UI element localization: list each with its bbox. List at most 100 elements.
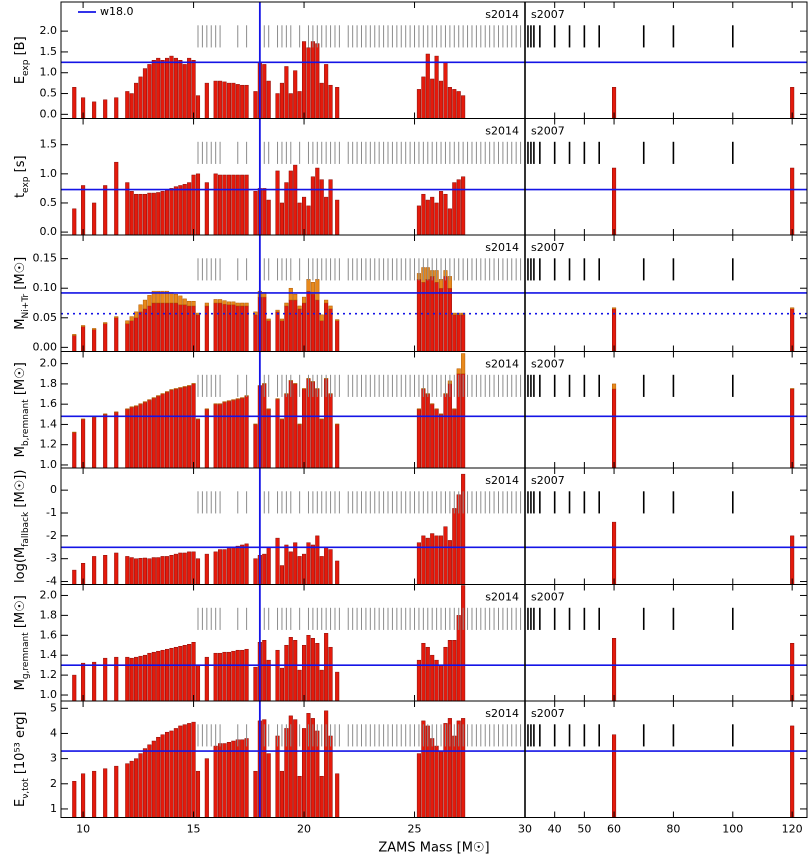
bar (253, 423, 258, 425)
bar (187, 723, 192, 818)
bar (275, 311, 280, 352)
bar (125, 91, 130, 119)
bar (72, 87, 77, 119)
bar (147, 652, 152, 702)
bar (204, 82, 209, 119)
y-tick-label: 0.00 (33, 340, 58, 353)
s2014-label: s2014 (485, 474, 519, 487)
bar (315, 167, 320, 236)
bar (160, 649, 165, 702)
bar (430, 654, 435, 702)
bar (156, 557, 161, 585)
bar (204, 758, 209, 818)
y-tick-label: 1.5 (40, 45, 58, 58)
bar (147, 305, 152, 352)
bar (253, 314, 258, 352)
bar (173, 388, 178, 390)
bar (231, 399, 236, 469)
bar (790, 535, 795, 585)
bar (430, 533, 435, 585)
y-axis-label-rest: [B] (13, 36, 28, 59)
bar (81, 325, 86, 327)
bar (156, 57, 161, 119)
bar (147, 295, 152, 307)
y-tick-label: -1 (46, 506, 57, 519)
bar (169, 292, 174, 304)
y-tick-label: -4 (46, 575, 57, 588)
bar (129, 320, 134, 352)
bar (125, 556, 130, 585)
bar (103, 768, 108, 818)
bar (328, 735, 333, 818)
bar (147, 399, 152, 401)
bar (125, 656, 130, 702)
bar (114, 765, 119, 818)
bar (324, 302, 329, 352)
y-axis-label: Mb,remnant [M☉] (13, 362, 31, 457)
bar (284, 182, 289, 236)
y-tick-label: 1.6 (40, 628, 58, 641)
bar (72, 208, 77, 236)
bar (790, 167, 795, 236)
bar (129, 191, 134, 236)
bar (328, 305, 333, 310)
bar (142, 557, 148, 585)
bar (456, 314, 461, 352)
y-tick-label: 1 (50, 802, 57, 815)
bar (266, 547, 271, 585)
bar (92, 328, 97, 330)
bar (103, 414, 108, 469)
bar (191, 300, 196, 307)
bar (114, 316, 119, 319)
y-axis-label-main: M (13, 446, 28, 457)
bar (142, 193, 148, 236)
bar (151, 397, 156, 469)
s2007-label: s2007 (531, 357, 565, 370)
bar (328, 646, 333, 702)
bar (138, 304, 143, 313)
bar (421, 76, 426, 119)
bar (328, 393, 333, 469)
bar (310, 638, 315, 702)
bar (319, 419, 324, 469)
bar (231, 301, 236, 306)
bar (240, 397, 245, 469)
bar (301, 388, 307, 390)
bar (288, 551, 293, 585)
bar (416, 408, 421, 469)
bar (434, 202, 439, 236)
y-tick-label: 0.0 (40, 107, 58, 120)
bar (169, 302, 174, 352)
bar (204, 553, 209, 585)
bar (129, 316, 134, 321)
bar (434, 535, 439, 585)
bar (438, 414, 444, 469)
bar (187, 57, 192, 119)
bar (231, 174, 236, 236)
bar (284, 644, 289, 702)
bar (279, 667, 285, 702)
bar (151, 397, 156, 399)
bar (461, 585, 466, 702)
y-axis-label-rest: [M☉] (13, 595, 28, 632)
bar (235, 174, 240, 236)
y-axis-label: Eexp [B] (13, 36, 31, 84)
bar (191, 383, 196, 385)
bar (187, 385, 192, 469)
bar (438, 413, 444, 415)
y-axis-label-main: M (13, 319, 28, 330)
bar (218, 403, 223, 405)
bar (452, 640, 457, 702)
bar (275, 170, 280, 236)
bar (335, 560, 340, 585)
y-axis-label: Eν,tot [10⁵³ erg] (13, 712, 31, 807)
y-tick-label: 1.0 (40, 688, 58, 701)
bar (226, 548, 231, 585)
y-axis-label-sub: b,remnant (21, 399, 31, 446)
bar (222, 549, 227, 585)
bar (160, 393, 165, 469)
bar (165, 391, 170, 469)
bar (335, 671, 340, 702)
bar (72, 432, 77, 469)
bar (421, 642, 426, 702)
